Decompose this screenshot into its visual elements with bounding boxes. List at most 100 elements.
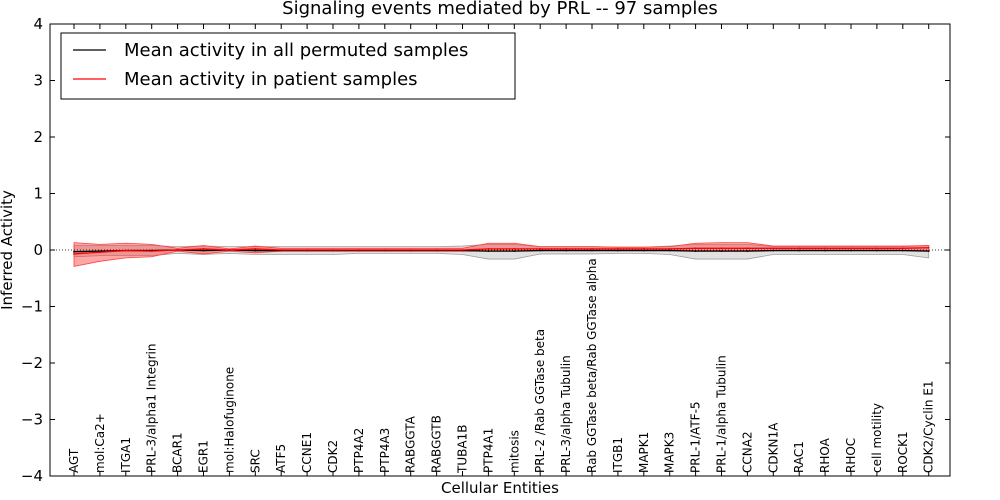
point-series-2 [694,247,697,250]
point-series-2 [720,247,723,250]
x-tick-label: mitosis [507,430,521,473]
x-tick-label: RABGGTB [430,415,444,473]
point-series-2 [746,247,749,250]
y-tick-label: −1 [21,298,43,316]
point-series-1 [720,250,723,253]
point-series-1 [824,249,826,252]
legend-label-patient: Mean activity in patient samples [124,69,418,90]
x-tick-label: CCNA2 [740,431,754,473]
x-tick-label: MAPK3 [663,432,677,473]
x-tick-label: ROCK1 [896,431,910,473]
x-tick-label: Rab GGTase beta/Rab GGTase alpha [585,258,599,473]
x-tick-label: PRL-1/ATF-5 [689,401,703,473]
point-series-1 [513,250,516,253]
point-series-1 [565,249,567,252]
point-series-2 [668,247,671,250]
x-tick-label: PRL-3/alpha1 Integrin [145,344,159,474]
point-series-2 [513,247,516,250]
point-series-2 [617,247,619,250]
x-tick-label: PTP4A3 [378,428,392,473]
point-series-1 [901,249,904,252]
x-tick-label: CDK2/Cyclin E1 [922,380,936,473]
point-series-2 [876,247,878,250]
x-tick-label: CDK2 [326,440,340,473]
legend-box [60,32,516,100]
y-tick-label: 1 [33,185,43,203]
point-series-2 [591,247,593,250]
x-tick-label: PRL-2 /Rab GGTase beta [533,329,547,473]
y-tick-label: 0 [33,241,43,259]
point-series-1 [202,249,205,252]
line-series-2 [73,247,929,255]
x-axis-label: Cellular Entities [441,479,559,497]
point-series-2 [73,253,75,255]
x-tick-label: PTP4A1 [481,428,495,473]
point-series-2 [280,249,283,251]
point-series-1 [539,249,542,252]
x-tick-label: ITGB1 [611,437,625,473]
x-tick-label: CDKN1A [766,422,780,473]
y-tick-label: −2 [21,354,43,372]
chart-title: Signaling events mediated by PRL -- 97 s… [282,0,718,19]
point-series-1 [617,249,619,252]
point-series-2 [772,247,775,250]
x-tick-label: BCAR1 [171,432,185,473]
point-series-2 [99,251,101,254]
point-series-2 [850,247,852,250]
point-series-1 [772,249,775,252]
y-tick-label: −4 [21,467,43,485]
x-tick-label: ITGA1 [119,437,133,473]
point-series-1 [73,250,75,253]
point-series-2 [409,249,412,251]
point-series-1 [642,249,645,252]
legend: Mean activity in all permuted samples Me… [60,32,516,100]
x-tick-label: mol:Halofuginone [222,367,236,473]
legend-label-permuted: Mean activity in all permuted samples [124,40,468,61]
point-series-1 [746,250,749,253]
x-tick-label: mol:Ca2+ [93,413,107,473]
point-series-1 [668,249,671,252]
x-tick-label: CCNE1 [300,432,314,473]
point-series-1 [591,249,593,252]
point-series-1 [876,249,878,252]
point-series-2 [539,247,542,250]
x-tick-label: PTP4A2 [352,428,366,473]
x-tick-label: RAC1 [792,441,806,473]
point-series-1 [694,250,697,253]
line-series-1 [73,249,929,253]
y-tick-label: 4 [33,15,43,33]
y-tick-label: 2 [33,128,43,146]
x-tick-label: RHOC [844,438,858,473]
point-series-2 [824,247,826,250]
point-series-2 [461,249,464,251]
point-series-2 [642,247,645,250]
point-series-2 [383,249,386,251]
point-series-2 [927,246,930,249]
plot-area: −4 −3 −2 −1 0 1 2 3 4 AGT mol:Ca2+ ITGA1 PRL-3/alpha… [21,15,951,485]
point-series-2 [176,249,179,251]
point-series-2 [435,249,438,251]
y-tick-label: −3 [21,411,43,429]
point-series-2 [487,247,490,250]
point-series-2 [798,247,801,250]
point-series-2 [202,247,205,250]
point-series-2 [565,247,567,250]
point-series-1 [487,250,490,253]
point-series-1 [850,249,852,252]
point-series-2 [332,249,334,251]
x-tick-label: PRL-3/alpha Tubulin [559,355,573,473]
x-tick-label: AGT [67,448,81,473]
x-tick-label: ATF5 [274,444,288,473]
point-series-2 [901,247,904,250]
x-tick-label: PRL-1/alpha Tubulin [715,355,729,473]
point-series-2 [150,250,153,253]
y-axis-label: Inferred Activity [0,190,16,310]
x-tick-label: RABGGTA [404,415,418,473]
x-tick-label: RHOA [818,437,832,473]
point-series-2 [358,249,360,251]
x-tick-label: SRC [248,449,262,473]
y-tick-label: 3 [33,72,43,90]
point-series-1 [927,250,930,253]
point-series-2 [228,249,231,251]
